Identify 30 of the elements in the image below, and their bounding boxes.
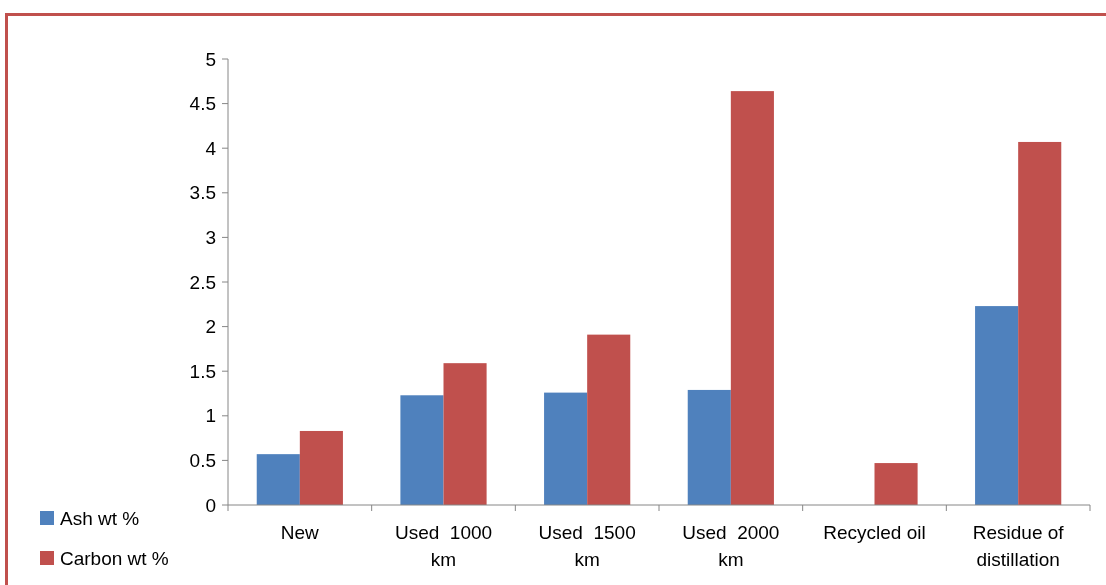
- y-tick-label: 1.5: [189, 360, 216, 382]
- x-tick-label: Used 1000 km: [394, 522, 493, 570]
- legend-label: Ash wt %: [60, 507, 140, 529]
- bar: [443, 363, 487, 505]
- bar: [874, 463, 918, 505]
- x-tick-label: Used 1500 km: [538, 522, 636, 570]
- bar: [730, 91, 774, 505]
- x-tick-label: Used 2000 km: [682, 522, 780, 570]
- bar: [400, 395, 444, 505]
- y-tick-label: 5: [205, 48, 216, 70]
- bar: [544, 392, 588, 505]
- y-tick-label: 0.5: [189, 450, 216, 472]
- y-tick-label: 2.5: [189, 271, 216, 293]
- x-tick-label: Residue of distillation: [972, 522, 1065, 570]
- y-tick-label: 4: [205, 137, 217, 159]
- x-tick-label: Recycled oil: [823, 522, 926, 543]
- x-tick-label: New: [280, 522, 320, 543]
- bar: [975, 306, 1019, 505]
- legend-label: Carbon wt %: [60, 547, 169, 569]
- y-tick-label: 3: [205, 227, 216, 249]
- y-tick-label: 2: [205, 316, 216, 338]
- y-tick-label: 4.5: [189, 93, 216, 115]
- bar: [256, 454, 300, 505]
- bar: [687, 389, 731, 505]
- y-tick-label: 1: [205, 405, 216, 427]
- bar: [587, 334, 631, 505]
- y-tick-label: 0: [205, 494, 216, 516]
- bar: [1018, 141, 1062, 505]
- bar: [299, 430, 343, 505]
- y-tick-label: 3.5: [189, 182, 216, 204]
